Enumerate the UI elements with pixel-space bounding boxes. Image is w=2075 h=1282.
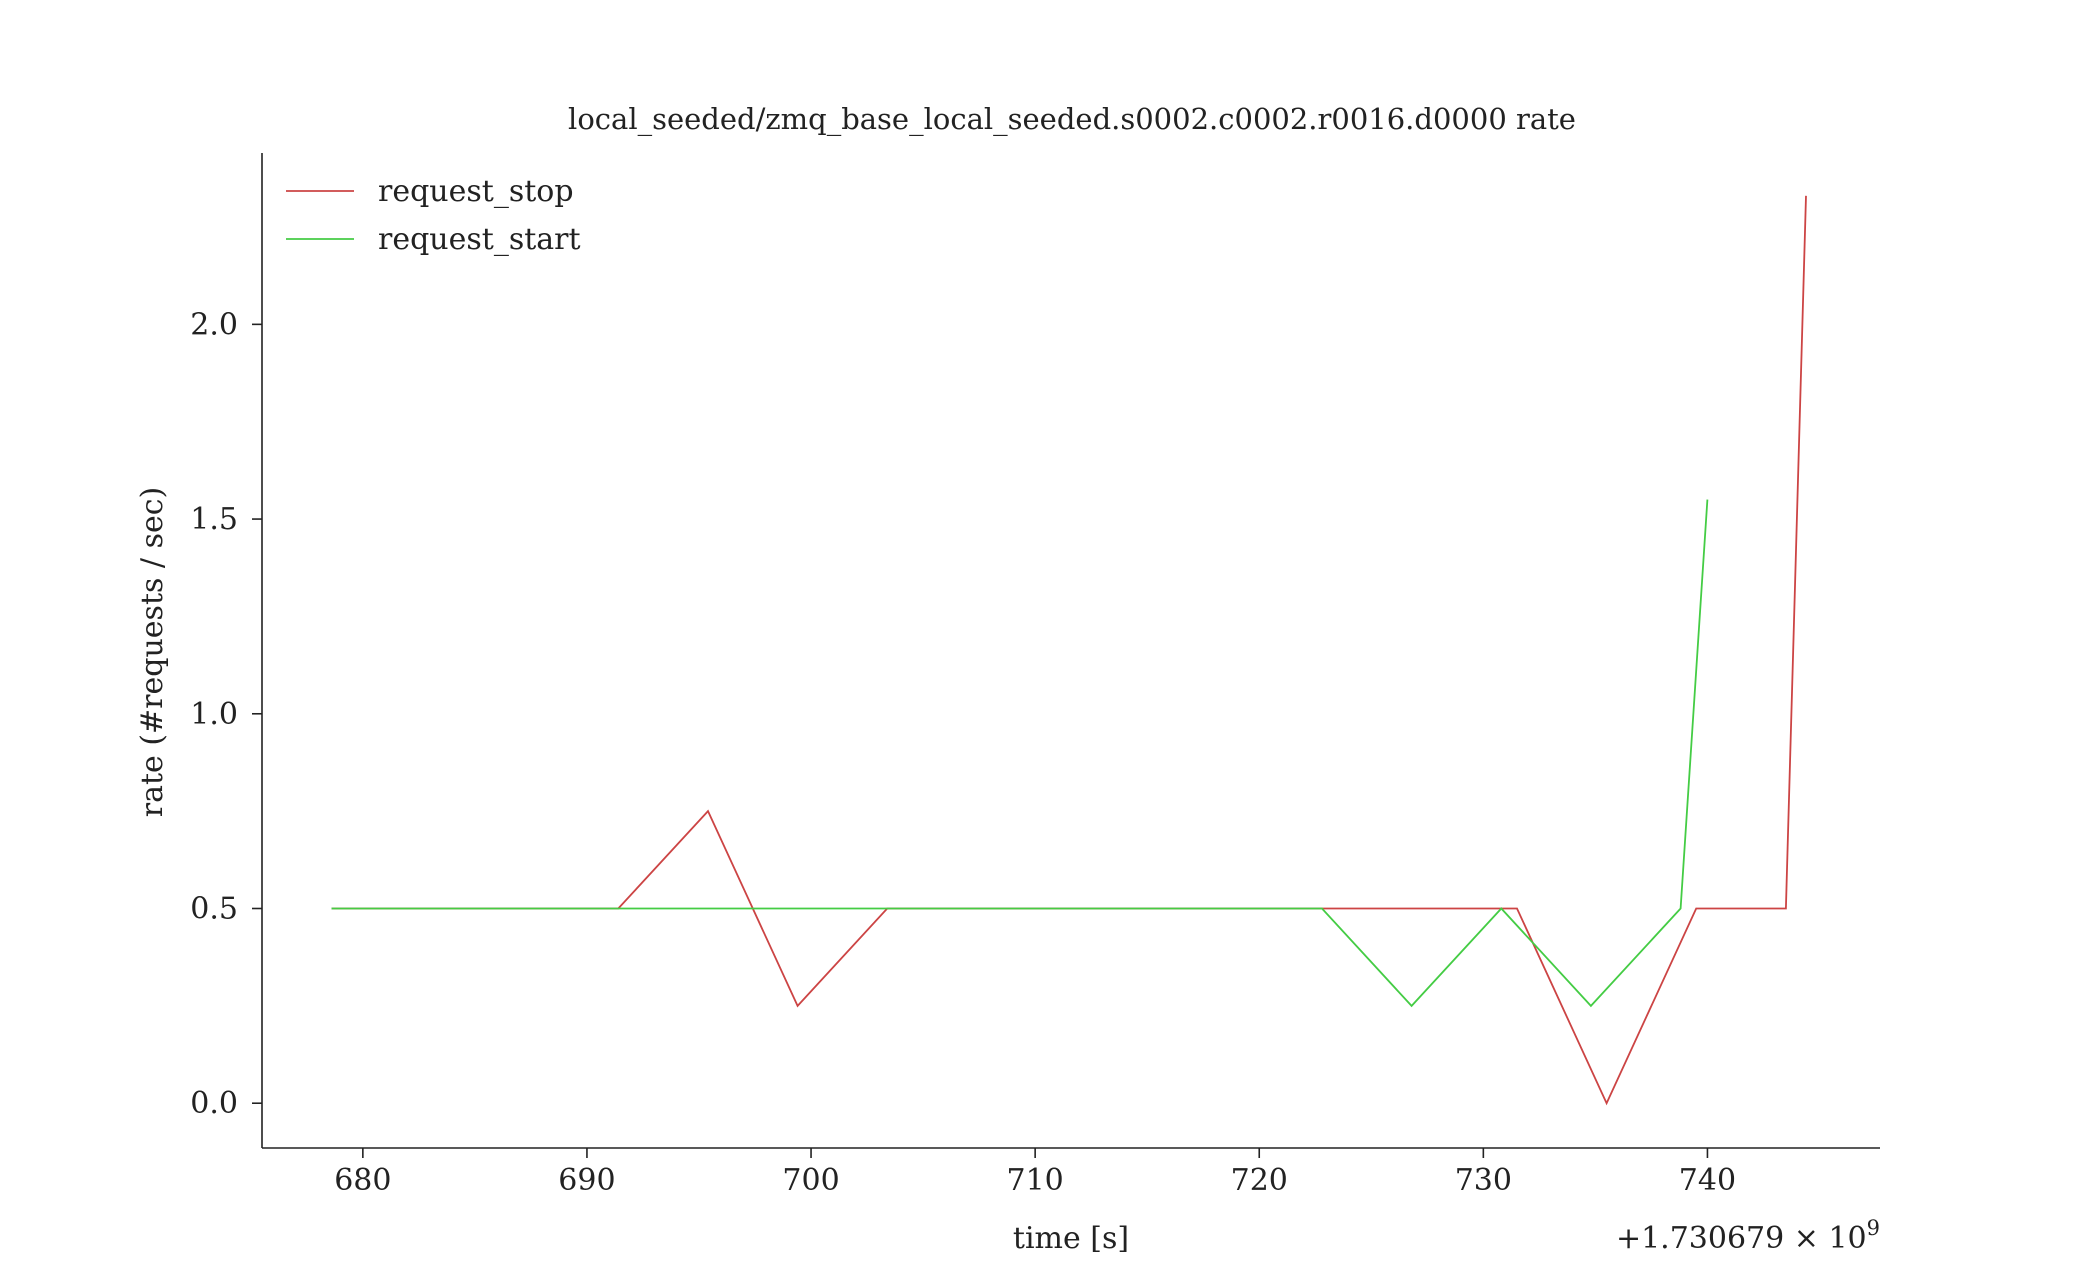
x-tick-label: 690: [558, 1163, 615, 1198]
legend-label-request-stop: request_stop: [378, 174, 574, 209]
y-tick-label: 0.0: [190, 1086, 238, 1121]
y-tick-label: 2.0: [190, 307, 238, 342]
plot-lines: [331, 195, 1807, 1106]
x-tick-label: 730: [1455, 1163, 1512, 1198]
legend-label-request-start: request_start: [378, 222, 581, 257]
x-axis-offset-base: +1.730679 × 10: [1616, 1221, 1867, 1256]
x-tick-label: 720: [1231, 1163, 1288, 1198]
x-tick-label: 700: [782, 1163, 839, 1198]
y-tick-label: 1.0: [190, 697, 238, 732]
y-ticks: 0.0 0.5 1.0 1.5 2.0: [190, 307, 262, 1121]
x-axis-label: time [s]: [1013, 1221, 1129, 1256]
chart-title: local_seeded/zmq_base_local_seeded.s0002…: [568, 102, 1576, 137]
x-axis-offset-exponent: 9: [1867, 1216, 1880, 1240]
x-axis-offset: +1.730679 × 109: [1616, 1216, 1880, 1256]
series-line-request-start: [331, 499, 1709, 1008]
legend: request_stop request_start: [286, 174, 581, 257]
x-tick-label: 740: [1679, 1163, 1736, 1198]
y-axis-label: rate (#requests / sec): [135, 487, 170, 817]
x-tick-label: 680: [334, 1163, 391, 1198]
series-line-request-stop: [331, 195, 1807, 1106]
x-ticks: 680 690 700 710 720 730 740: [334, 1148, 1736, 1198]
y-tick-label: 1.5: [190, 502, 238, 537]
y-tick-label: 0.5: [190, 891, 238, 926]
x-tick-label: 710: [1007, 1163, 1064, 1198]
